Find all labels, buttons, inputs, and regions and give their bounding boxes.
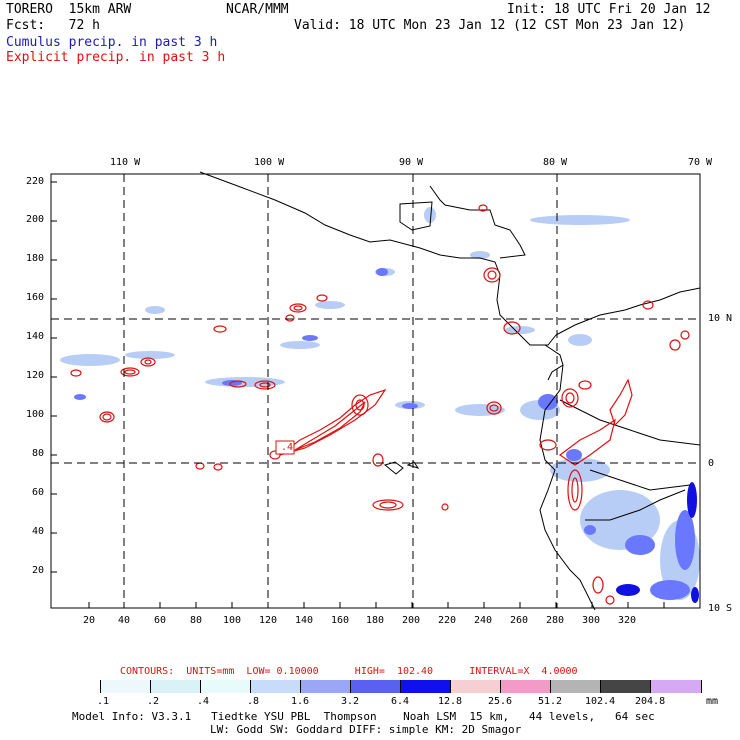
x-tick: 280: [546, 615, 565, 626]
colorbar-label: 204.8: [635, 696, 666, 707]
colorbar-label: 102.4: [585, 696, 616, 707]
colorbar-label: 6.4: [391, 696, 410, 707]
x-tick: 140: [295, 615, 314, 626]
x-tick: 320: [618, 615, 637, 626]
colorbar-label: 1.6: [291, 696, 310, 707]
y-tick: 80: [32, 448, 45, 459]
colorbar-cell: [101, 680, 151, 693]
x-tick: 220: [438, 615, 457, 626]
frame-ticks: [51, 181, 665, 608]
colorbar-label: .1: [97, 696, 110, 707]
colorbar-cell: [401, 680, 451, 693]
lon-label-100w: 100 W: [254, 157, 285, 168]
x-tick: 100: [223, 615, 242, 626]
colorbar-cell: [601, 680, 651, 693]
x-tick: 60: [154, 615, 167, 626]
x-tick: 40: [118, 615, 131, 626]
x-tick: 200: [402, 615, 421, 626]
center-label: NCAR/MMM: [226, 2, 289, 17]
colorbar-label: 3.2: [341, 696, 360, 707]
colorbar-cell: [501, 680, 551, 693]
lon-label-80w: 80 W: [543, 157, 568, 168]
valid-time: Valid: 18 UTC Mon 23 Jan 12 (12 CST Mon …: [294, 18, 686, 33]
x-tick: 120: [259, 615, 278, 626]
colorbar-label: 12.8: [438, 696, 463, 707]
x-tick: 240: [474, 615, 493, 626]
cumulus-precip-areas: [60, 207, 700, 600]
colorbar-cell: [301, 680, 351, 693]
init-time: Init: 18 UTC Fri 20 Jan 12: [507, 2, 711, 17]
y-tick: 220: [26, 176, 45, 187]
colorbar-cell: [201, 680, 251, 693]
x-tick: 160: [331, 615, 350, 626]
model-title: TORERO 15km ARW: [6, 2, 132, 17]
lat-label-10s: 10 S: [708, 603, 733, 614]
lon-label-110w: 110 W: [110, 157, 141, 168]
x-tick: 300: [582, 615, 601, 626]
colorbar-label: 25.6: [488, 696, 513, 707]
y-tick: 120: [26, 370, 45, 381]
physics-info: LW: Godd SW: Goddard DIFF: simple KM: 2D…: [210, 723, 522, 736]
x-tick: 20: [83, 615, 96, 626]
explicit-precip-label: Explicit precip. in past 3 h: [6, 50, 226, 65]
forecast-hour: Fcst: 72 h: [6, 18, 100, 33]
x-tick: 80: [190, 615, 203, 626]
colorbar-cell: [251, 680, 301, 693]
y-tick: 100: [26, 409, 45, 420]
colorbar-cell: [651, 680, 702, 693]
lon-label-90w: 90 W: [399, 157, 424, 168]
colorbar-cell: [51, 680, 101, 693]
cumulus-precip-mid: [74, 268, 695, 600]
y-tick: 20: [32, 565, 45, 576]
colorbar-label: .8: [247, 696, 260, 707]
max-value-box: [275, 440, 295, 455]
y-tick: 200: [26, 214, 45, 225]
y-tick: 180: [26, 253, 45, 264]
cumulus-precip-heavy: [616, 482, 699, 603]
contour-info: CONTOURS: UNITS=mm LOW= 0.10000 HIGH= 10…: [120, 666, 578, 677]
model-info: Model Info: V3.3.1 Tiedtke YSU PBL Thomp…: [72, 710, 655, 723]
y-tick: 60: [32, 487, 45, 498]
lon-label-70w: 70 W: [688, 157, 713, 168]
cumulus-precip-label: Cumulus precip. in past 3 h: [6, 35, 218, 50]
colorbar-label: .2: [147, 696, 160, 707]
y-tick: 160: [26, 292, 45, 303]
y-tick: 140: [26, 331, 45, 342]
colorbar-cell: [351, 680, 401, 693]
max-value-label: .4: [281, 442, 294, 453]
colorbar-cell: [151, 680, 201, 693]
x-tick: 260: [510, 615, 529, 626]
colorbar-label: .4: [197, 696, 210, 707]
y-tick: 40: [32, 526, 45, 537]
coastlines: [199, 171, 701, 611]
x-tick: 180: [366, 615, 385, 626]
explicit-precip-contours: [70, 204, 690, 605]
lat-label-10n: 10 N: [708, 313, 733, 324]
colorbar-cell: [451, 680, 501, 693]
colorbar-unit: mm: [706, 696, 719, 707]
colorbar-cell: [551, 680, 601, 693]
colorbar-label: 51.2: [538, 696, 563, 707]
lat-label-0: 0: [708, 458, 715, 469]
lat-lon-gridlines: [51, 174, 700, 608]
